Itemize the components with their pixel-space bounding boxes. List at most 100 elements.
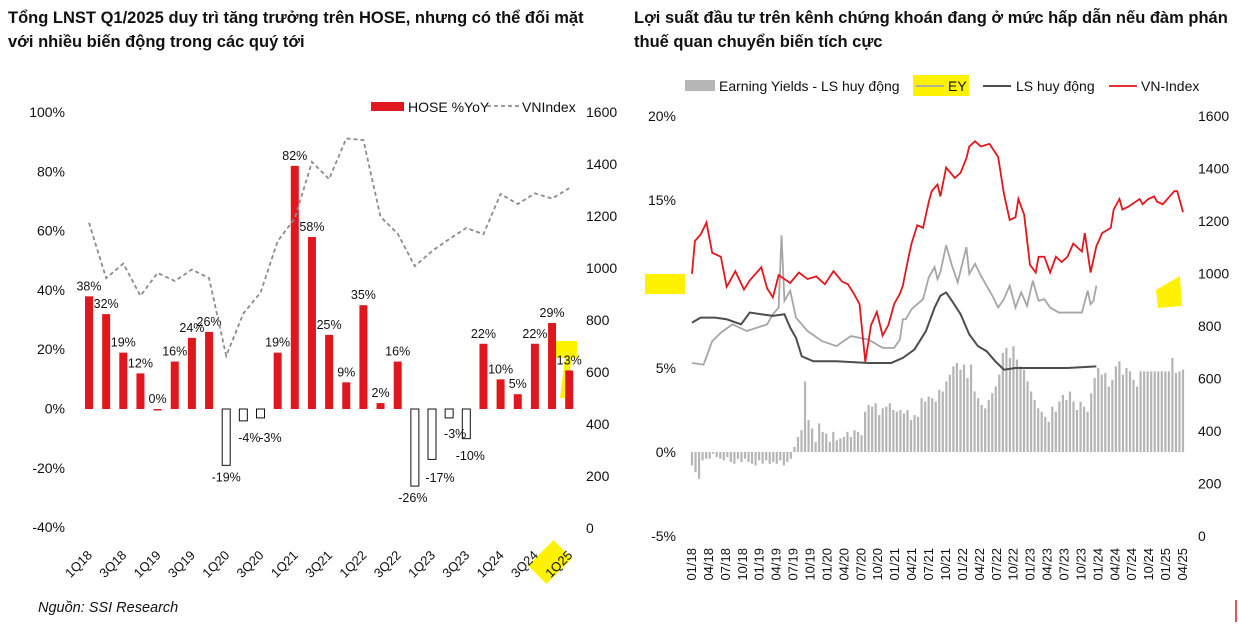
- gap-bar: [994, 386, 997, 452]
- hose-yoy-bar: [119, 352, 128, 409]
- left-chart-y-tick: -40%: [32, 519, 65, 535]
- gap-bar: [1015, 359, 1019, 452]
- hose-yoy-bar: [461, 408, 471, 440]
- hose-yoy-bar: [273, 352, 282, 409]
- hose-yoy-data-label: 24%: [179, 321, 204, 335]
- gap-bar: [835, 440, 838, 452]
- gap-bar: [708, 452, 711, 459]
- left-chart-x-tick: 3Q22: [371, 548, 404, 581]
- gap-bar: [729, 452, 732, 463]
- highlight-marker: [1156, 276, 1182, 308]
- gap-bar: [867, 404, 870, 452]
- hose-yoy-data-label: 16%: [162, 345, 187, 359]
- gap-bar: [1139, 371, 1142, 452]
- gap-bar: [871, 406, 874, 452]
- hose-yoy-bar: [410, 408, 420, 487]
- gap-bar: [941, 391, 944, 452]
- gap-bar: [1082, 406, 1086, 452]
- gap-bar: [1068, 391, 1072, 452]
- right-chart-y2-tick: 1200: [1198, 213, 1229, 229]
- left-chart-y2-tick: 1600: [586, 104, 617, 120]
- gap-bar: [1181, 369, 1185, 452]
- legend-ls-label: LS huy động: [1016, 78, 1095, 94]
- legend-ey-label: EY: [948, 78, 967, 94]
- right-chart-y2-tick: 1600: [1198, 108, 1229, 124]
- gap-bar: [690, 452, 694, 466]
- gap-bar: [920, 398, 923, 452]
- gap-bar: [924, 401, 927, 452]
- gap-bar: [1128, 371, 1132, 452]
- gap-bar: [807, 420, 810, 452]
- gap-bar: [733, 452, 736, 464]
- hose-yoy-data-label: 35%: [351, 288, 376, 302]
- right-chart-x-tick: 07/24: [1124, 548, 1139, 581]
- gap-bar: [902, 413, 906, 452]
- hose-yoy-bar: [221, 408, 231, 466]
- left-chart-title: Tổng LNST Q1/2025 duy trì tăng trưởng tr…: [8, 9, 584, 51]
- right-chart-y-tick: 0%: [656, 444, 676, 460]
- ey-series-line: [691, 235, 1098, 366]
- gap-bar: [789, 452, 793, 459]
- hose-yoy-bar: [136, 373, 145, 409]
- gap-bar: [856, 431, 860, 452]
- gap-bar: [1121, 374, 1125, 452]
- left-chart-y-tick: 100%: [29, 104, 65, 120]
- gap-bar: [772, 452, 775, 463]
- gap-bar: [874, 403, 877, 452]
- gap-bar: [803, 381, 807, 452]
- right-chart-y2-tick: 1000: [1198, 266, 1229, 282]
- right-chart-title: Lợi suất đầu tư trên kênh chứng khoán đa…: [634, 9, 1228, 51]
- left-chart-x-tick: 1Q19: [131, 548, 164, 581]
- gap-bar: [899, 410, 902, 452]
- right-chart-x-tick: 10/18: [735, 548, 750, 581]
- gap-bar: [814, 441, 817, 452]
- right-chart-x-tick: 01/21: [887, 548, 902, 581]
- gap-bar: [1171, 357, 1174, 452]
- hose-yoy-data-label: 0%: [149, 392, 167, 406]
- right-chart-x-tick: 01/24: [1090, 548, 1105, 581]
- gap-bar: [743, 452, 747, 459]
- gap-bar: [828, 441, 831, 452]
- hose-yoy-bar: [325, 334, 334, 409]
- hose-yoy-bar: [256, 408, 265, 419]
- gap-bar: [726, 452, 729, 458]
- hose-yoy-data-label: -10%: [456, 449, 485, 463]
- gap-bar: [1012, 346, 1015, 452]
- hose-yoy-data-label: 9%: [337, 365, 355, 379]
- hose-yoy-data-label: 82%: [282, 149, 307, 163]
- gap-bar: [1090, 393, 1093, 452]
- gap-bar: [1079, 401, 1082, 452]
- hose-yoy-bar: [427, 408, 437, 460]
- right-chart-x-tick: 04/24: [1107, 548, 1122, 581]
- right-chart-x-tick: 07/20: [853, 548, 868, 581]
- hose-yoy-data-label: -19%: [212, 470, 241, 484]
- gap-bar: [849, 436, 853, 452]
- right-chart-y2-tick: 0: [1198, 528, 1206, 544]
- gap-bar: [1125, 368, 1128, 452]
- hose-yoy-data-label: 25%: [317, 318, 342, 332]
- gap-bar: [948, 374, 951, 452]
- hose-yoy-data-label: 38%: [76, 279, 101, 293]
- left-chart-y2-tick: 0: [586, 520, 594, 536]
- gap-bar: [821, 431, 824, 452]
- hose-yoy-data-label: 10%: [488, 362, 513, 376]
- gap-bar: [697, 452, 701, 479]
- gap-bar: [860, 435, 863, 452]
- hose-yoy-data-label: -26%: [398, 491, 427, 505]
- hose-yoy-data-label: -4%: [238, 431, 260, 445]
- right-chart-x-tick: 04/25: [1175, 548, 1190, 581]
- gap-bar: [747, 452, 750, 463]
- gap-bar: [750, 452, 754, 464]
- hose-yoy-bar: [238, 408, 248, 422]
- hose-yoy-bar: [513, 394, 522, 409]
- legend-vnindex-label: VNIndex: [522, 99, 576, 115]
- right-chart-y-tick: 5%: [656, 360, 676, 376]
- gap-bar: [701, 452, 704, 461]
- gap-bar: [1174, 373, 1178, 452]
- right-chart-x-tick: 04/22: [972, 548, 987, 581]
- gap-bar: [775, 452, 778, 464]
- gap-bar: [1107, 386, 1110, 452]
- left-chart-x-tick: 3Q20: [234, 548, 267, 581]
- gap-bar: [969, 364, 973, 452]
